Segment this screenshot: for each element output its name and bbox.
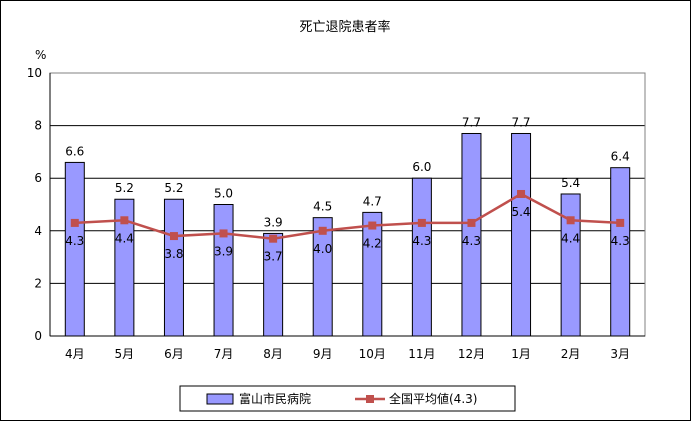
line-value-label: 4.3	[65, 234, 84, 248]
line-marker	[318, 226, 327, 235]
bar-value-label: 6.0	[412, 160, 431, 174]
series-line	[74, 192, 621, 240]
legend-label-bar: 富山市民病院	[239, 391, 311, 406]
legend-swatch-marker	[366, 395, 374, 403]
bar-value-label: 6.6	[65, 144, 84, 158]
line-marker	[70, 218, 79, 227]
line-marker	[616, 218, 625, 227]
line-value-label: 3.8	[164, 247, 183, 261]
bar-value-label: 5.4	[561, 176, 580, 190]
line-value-label: 3.9	[214, 244, 233, 258]
line-value-label: 4.0	[313, 242, 332, 256]
line-marker	[269, 234, 278, 243]
bar	[312, 217, 333, 337]
x-tick-label: 12月	[458, 347, 485, 361]
y-tick-label: 8	[34, 119, 42, 133]
x-tick-label: 7月	[214, 347, 234, 361]
bar-value-label: 5.2	[115, 181, 134, 195]
y-tick-label: 0	[34, 329, 42, 343]
bar	[610, 167, 631, 337]
bar	[64, 161, 85, 337]
bar-value-label: 7.7	[511, 115, 530, 129]
line-value-label: 4.2	[363, 237, 382, 251]
line-marker	[517, 189, 526, 198]
legend-box	[179, 385, 516, 412]
x-tick-label: 5月	[115, 347, 135, 361]
bar	[411, 177, 432, 337]
plot-border	[49, 72, 646, 337]
line-value-label: 3.7	[264, 250, 283, 264]
legend-swatch-bar	[206, 393, 234, 405]
bar	[213, 204, 234, 337]
bar-value-label: 7.7	[462, 115, 481, 129]
bar-value-label: 5.2	[164, 181, 183, 195]
bar-value-label: 6.4	[611, 150, 630, 164]
bar	[163, 198, 184, 337]
bar-value-label: 3.9	[264, 215, 283, 229]
line-marker	[219, 229, 228, 238]
line-marker	[120, 216, 129, 225]
bar-value-label: 4.5	[313, 200, 332, 214]
x-tick-label: 2月	[561, 347, 581, 361]
chart-title: 死亡退院患者率	[299, 19, 390, 35]
x-tick-label: 9月	[313, 347, 333, 361]
bar	[560, 193, 581, 337]
y-tick-label: 10	[27, 66, 42, 80]
line-marker	[169, 232, 178, 241]
bar	[362, 211, 383, 337]
x-tick-label: 11月	[408, 347, 435, 361]
line-marker	[368, 221, 377, 230]
line-marker	[467, 218, 476, 227]
bar	[114, 198, 135, 337]
line-value-label: 4.3	[412, 234, 431, 248]
line-value-label: 4.3	[611, 234, 630, 248]
x-tick-label: 10月	[359, 347, 386, 361]
bar	[461, 132, 482, 337]
legend-label-line: 全国平均値(4.3)	[389, 391, 477, 406]
plot-area: 0 2 4 6 8 10 6.6 5.2 5.2 5.0 3.9 4.5 4.7 6.0 7.7 7.7 5.4…	[27, 66, 646, 361]
line-marker	[566, 216, 575, 225]
bar	[263, 232, 284, 337]
line-value-label: 5.4	[511, 205, 530, 219]
bar-value-label: 5.0	[214, 187, 233, 201]
bar	[511, 132, 532, 337]
x-tick-label: 4月	[65, 347, 85, 361]
line-value-label: 4.3	[462, 234, 481, 248]
y-tick-label: 2	[34, 276, 42, 290]
x-tick-label: 1月	[511, 347, 531, 361]
x-tick-label: 8月	[263, 347, 283, 361]
y-tick-label: 6	[34, 171, 42, 185]
x-tick-label: 3月	[610, 347, 630, 361]
bar-value-label: 4.7	[363, 194, 382, 208]
line-marker	[417, 218, 426, 227]
y-tick-label: 4	[34, 224, 42, 238]
y-axis-unit: %	[35, 48, 46, 62]
x-tick-label: 6月	[164, 347, 184, 361]
line-value-label: 4.4	[561, 231, 580, 245]
line-value-label: 4.4	[115, 231, 134, 245]
legend: 富山市民病院 全国平均値(4.3)	[179, 385, 516, 412]
